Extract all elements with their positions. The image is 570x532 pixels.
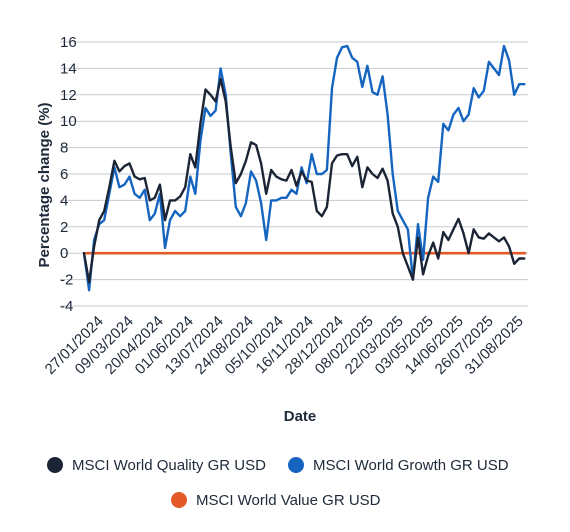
- legend-item-value[interactable]: MSCI World Value GR USD: [171, 492, 381, 509]
- series-lines: [82, 44, 527, 292]
- legend-label-quality: MSCI World Quality GR USD: [72, 457, 266, 474]
- legend-marker-growth: [288, 457, 304, 473]
- x-axis-title: Date: [284, 408, 317, 425]
- y-tick-label: 14: [60, 60, 77, 77]
- y-tick-label: 12: [60, 87, 77, 104]
- y-axis-title: Percentage change (%): [36, 102, 53, 267]
- legend-label-value: MSCI World Value GR USD: [196, 492, 381, 509]
- legend-item-quality[interactable]: MSCI World Quality GR USD: [47, 457, 266, 474]
- legend: MSCI World Quality GR USD MSCI World Gro…: [47, 457, 509, 509]
- y-tick-label: 0: [60, 245, 68, 262]
- legend-item-growth[interactable]: MSCI World Growth GR USD: [288, 457, 509, 474]
- series-line-quality: [82, 77, 526, 284]
- legend-label-growth: MSCI World Growth GR USD: [313, 457, 509, 474]
- y-tick-label: 8: [60, 140, 68, 157]
- y-tick-label: 4: [60, 192, 68, 209]
- y-tick-label: -2: [60, 272, 73, 289]
- y-tick-label: 10: [60, 113, 77, 130]
- y-tick-label: 2: [60, 219, 68, 236]
- legend-marker-value: [171, 492, 187, 508]
- y-tick-label: 6: [60, 166, 68, 183]
- y-axis-ticks: -4 -2 0 2 4 6 8 10 12 14 16: [60, 34, 77, 315]
- y-tick-label: 16: [60, 34, 77, 51]
- legend-marker-quality: [47, 457, 63, 473]
- x-axis-ticks: 27/01/202409/03/202420/04/202401/06/2024…: [42, 313, 527, 378]
- y-tick-label: -4: [60, 298, 73, 315]
